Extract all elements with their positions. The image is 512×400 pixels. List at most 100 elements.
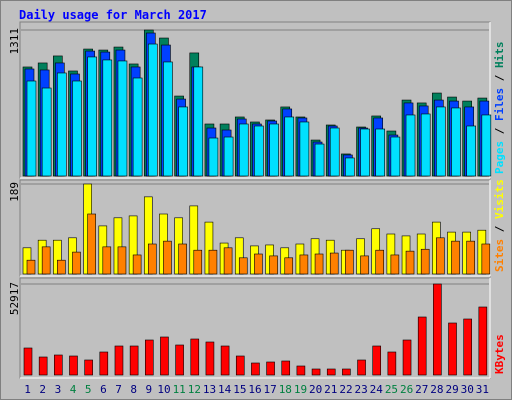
bar bbox=[269, 123, 279, 177]
x-tick-label: 17 bbox=[264, 383, 277, 396]
chart-title: Daily usage for March 2017 bbox=[19, 8, 207, 22]
x-tick-label: 15 bbox=[233, 383, 246, 396]
x-tick-label: 21 bbox=[324, 383, 337, 396]
bar bbox=[387, 351, 397, 376]
bar bbox=[266, 361, 275, 376]
bar bbox=[87, 213, 96, 275]
bar bbox=[402, 339, 412, 376]
bar bbox=[390, 136, 401, 177]
legend-separator: / bbox=[493, 68, 506, 88]
bar bbox=[433, 283, 442, 376]
bar bbox=[223, 247, 233, 275]
legend: Pages / Files / Hits bbox=[493, 42, 506, 175]
bar bbox=[23, 347, 33, 376]
legend: Sites / Visits bbox=[493, 179, 506, 272]
bar bbox=[357, 359, 366, 376]
x-tick-label: 18 bbox=[279, 383, 292, 396]
bar bbox=[238, 257, 248, 275]
x-tick-label: 28 bbox=[430, 383, 443, 396]
bar bbox=[251, 362, 260, 376]
bar bbox=[102, 59, 113, 177]
bar bbox=[375, 128, 386, 177]
bar bbox=[326, 368, 336, 376]
bar bbox=[417, 316, 427, 376]
bar bbox=[466, 240, 475, 275]
x-tick-label: 12 bbox=[188, 383, 201, 396]
bar bbox=[284, 116, 295, 177]
bar bbox=[132, 77, 143, 177]
x-tick-label: 14 bbox=[218, 383, 232, 396]
x-tick-label: 4 bbox=[70, 383, 77, 396]
x-tick-label: 22 bbox=[339, 383, 352, 396]
x-tick-label: 9 bbox=[146, 383, 153, 396]
bar bbox=[190, 338, 200, 376]
x-tick-label: 13 bbox=[203, 383, 216, 396]
legend-separator: / bbox=[493, 121, 506, 141]
bar bbox=[99, 351, 109, 376]
bar bbox=[345, 157, 355, 177]
y-tick-label: 1311 bbox=[8, 28, 21, 55]
bar bbox=[144, 339, 154, 376]
bar bbox=[41, 87, 52, 177]
bar bbox=[269, 255, 278, 275]
x-tick-label: 11 bbox=[173, 383, 186, 396]
bar bbox=[329, 127, 340, 177]
bar bbox=[163, 61, 173, 177]
legend-entry: Hits bbox=[493, 42, 506, 69]
bar bbox=[175, 344, 184, 376]
bar bbox=[205, 341, 215, 376]
bar bbox=[420, 113, 431, 177]
bar bbox=[41, 246, 51, 275]
x-tick-label: 5 bbox=[85, 383, 92, 396]
bar bbox=[281, 360, 291, 376]
bar bbox=[254, 253, 263, 275]
x-tick-label: 26 bbox=[400, 383, 413, 396]
bar bbox=[372, 345, 382, 376]
bar bbox=[235, 355, 245, 376]
bar bbox=[117, 246, 127, 275]
bar bbox=[345, 249, 354, 275]
x-tick-label: 20 bbox=[309, 383, 322, 396]
bar bbox=[314, 143, 325, 177]
bar bbox=[114, 345, 124, 376]
legend-entry: Pages bbox=[493, 141, 506, 174]
legend-entry: Visits bbox=[493, 179, 506, 219]
bar bbox=[38, 356, 48, 376]
bar bbox=[193, 66, 204, 177]
x-tick-label: 31 bbox=[476, 383, 489, 396]
bar bbox=[132, 254, 142, 275]
x-tick-label: 30 bbox=[461, 383, 474, 396]
bar bbox=[254, 125, 264, 177]
bar bbox=[57, 72, 67, 177]
x-tick-label: 2 bbox=[39, 383, 46, 396]
bar bbox=[26, 80, 37, 177]
x-tick-label: 27 bbox=[415, 383, 428, 396]
bar bbox=[463, 318, 472, 376]
x-tick-label: 3 bbox=[55, 383, 62, 396]
y-tick-label: 52917 bbox=[8, 282, 21, 315]
bar bbox=[299, 254, 309, 275]
bar bbox=[238, 123, 249, 177]
bar bbox=[436, 237, 445, 275]
bar bbox=[220, 345, 230, 376]
x-tick-label: 16 bbox=[248, 383, 261, 396]
bar bbox=[299, 121, 310, 177]
bar bbox=[223, 136, 234, 177]
legend-entry: Sites bbox=[493, 239, 506, 272]
bar bbox=[311, 368, 321, 376]
bar bbox=[208, 137, 219, 177]
bar bbox=[284, 257, 294, 275]
x-tick-label: 23 bbox=[355, 383, 368, 396]
bar bbox=[102, 246, 112, 275]
bar bbox=[160, 336, 169, 376]
x-tick-label: 25 bbox=[385, 383, 398, 396]
bar bbox=[360, 128, 370, 177]
bar bbox=[448, 322, 457, 376]
bar bbox=[193, 249, 203, 275]
bar bbox=[405, 250, 415, 275]
legend: KBytes bbox=[493, 334, 506, 374]
bar bbox=[420, 248, 430, 275]
bar bbox=[57, 259, 66, 275]
bar bbox=[405, 114, 416, 177]
